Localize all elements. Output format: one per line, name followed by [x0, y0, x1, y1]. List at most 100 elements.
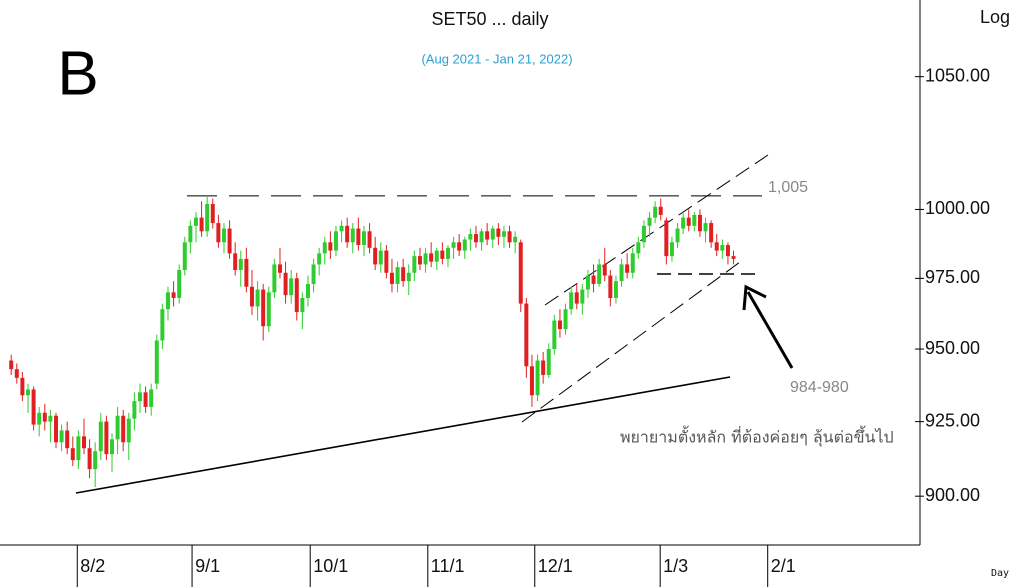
candle-body — [378, 250, 383, 265]
candle-body — [373, 247, 378, 265]
candle-body — [233, 253, 238, 270]
candle-body — [76, 436, 81, 461]
candle-body — [569, 292, 574, 310]
candle-body — [48, 415, 53, 422]
candle-body — [305, 283, 310, 298]
candle-body — [507, 231, 512, 243]
x-tick-label: 2/1 — [771, 556, 796, 576]
candle-body — [669, 242, 674, 257]
candle-body — [311, 264, 316, 284]
candle-body — [557, 320, 562, 330]
candle-body — [417, 256, 422, 265]
candle-body — [731, 256, 736, 259]
candle-body — [350, 228, 355, 243]
candle-body — [395, 267, 400, 284]
candle-body — [647, 217, 652, 226]
candle-body — [389, 272, 394, 284]
candle-body — [216, 223, 221, 243]
candle-body — [496, 228, 501, 237]
candle-body — [249, 286, 254, 307]
arrow — [746, 291, 794, 369]
note: 984-980 — [790, 379, 849, 396]
candle-body — [221, 228, 226, 243]
candle-body — [361, 231, 366, 246]
candle-body — [401, 267, 406, 282]
candle-body — [283, 272, 288, 296]
candle-body — [513, 236, 518, 243]
candle-body — [445, 247, 450, 259]
candle-body — [104, 421, 109, 455]
candle-body — [98, 421, 103, 452]
candle-body — [317, 253, 322, 265]
candle-body — [608, 275, 613, 298]
candle-body — [126, 418, 131, 443]
candle-body — [653, 206, 658, 218]
x-tick-label: 10/1 — [313, 556, 348, 576]
candle-body — [81, 436, 86, 449]
candle-body — [423, 253, 428, 265]
chart-title: SET50 ... daily — [431, 9, 548, 29]
candle-body — [518, 242, 523, 304]
y-tick-label: 925.00 — [925, 410, 980, 430]
candle-body — [580, 289, 585, 304]
candle-body — [345, 225, 350, 243]
candle-body — [434, 250, 439, 262]
candle-body — [255, 289, 260, 307]
candle-body — [625, 264, 630, 273]
candle-body — [143, 392, 148, 407]
candle-body — [37, 412, 42, 425]
candle-body — [541, 360, 546, 375]
candle-body — [199, 217, 204, 232]
candle-body — [53, 415, 58, 443]
candle-body — [31, 389, 36, 425]
candle-body — [597, 264, 602, 284]
candle-body — [462, 239, 467, 251]
candle-body — [636, 242, 641, 254]
candle-body — [322, 242, 327, 254]
candle-body — [552, 320, 557, 350]
x-tick-label: 1/3 — [663, 556, 688, 576]
candle-body — [266, 292, 271, 327]
candle-body — [20, 377, 25, 396]
candle-body — [25, 389, 30, 396]
trend-line — [75, 376, 731, 494]
candle-body — [641, 225, 646, 243]
candle-body — [177, 269, 182, 298]
scale-label: Log — [980, 7, 1010, 27]
drawings — [75, 154, 794, 494]
candle-body — [630, 253, 635, 273]
candle-body — [681, 217, 686, 229]
candle-body — [210, 204, 215, 224]
x-tick-label: 9/1 — [195, 556, 220, 576]
panel-label: B — [57, 39, 98, 108]
candle-body — [490, 228, 495, 240]
candle-body — [429, 253, 434, 262]
candle-body — [440, 250, 445, 259]
chart-subtitle: (Aug 2021 - Jan 21, 2022) — [421, 51, 572, 66]
y-tick-label: 950.00 — [925, 338, 980, 358]
candle-body — [328, 242, 333, 251]
candle-body — [238, 258, 243, 270]
candle-body — [485, 231, 490, 240]
candle-body — [457, 242, 462, 251]
candle-body — [535, 360, 540, 396]
candle-body — [658, 206, 663, 215]
level-label: 1,005 — [768, 179, 808, 196]
arrow-head — [742, 284, 767, 311]
candle-body — [692, 214, 697, 226]
candle-body — [384, 250, 389, 273]
candle-body — [479, 231, 484, 243]
candle-body — [619, 264, 624, 282]
candle-body — [529, 366, 534, 396]
candle-body — [613, 281, 618, 298]
note: พยายามตั้งหลัก ที่ต้องค่อยๆ ลุ้นต่อขึ้นไ… — [620, 426, 894, 448]
candle-body — [289, 278, 294, 296]
candle-body — [137, 392, 142, 402]
candle-body — [59, 430, 64, 443]
candle-body — [294, 278, 299, 313]
candle-body — [14, 369, 19, 378]
candle-body — [9, 360, 14, 370]
candle-body — [261, 289, 266, 327]
